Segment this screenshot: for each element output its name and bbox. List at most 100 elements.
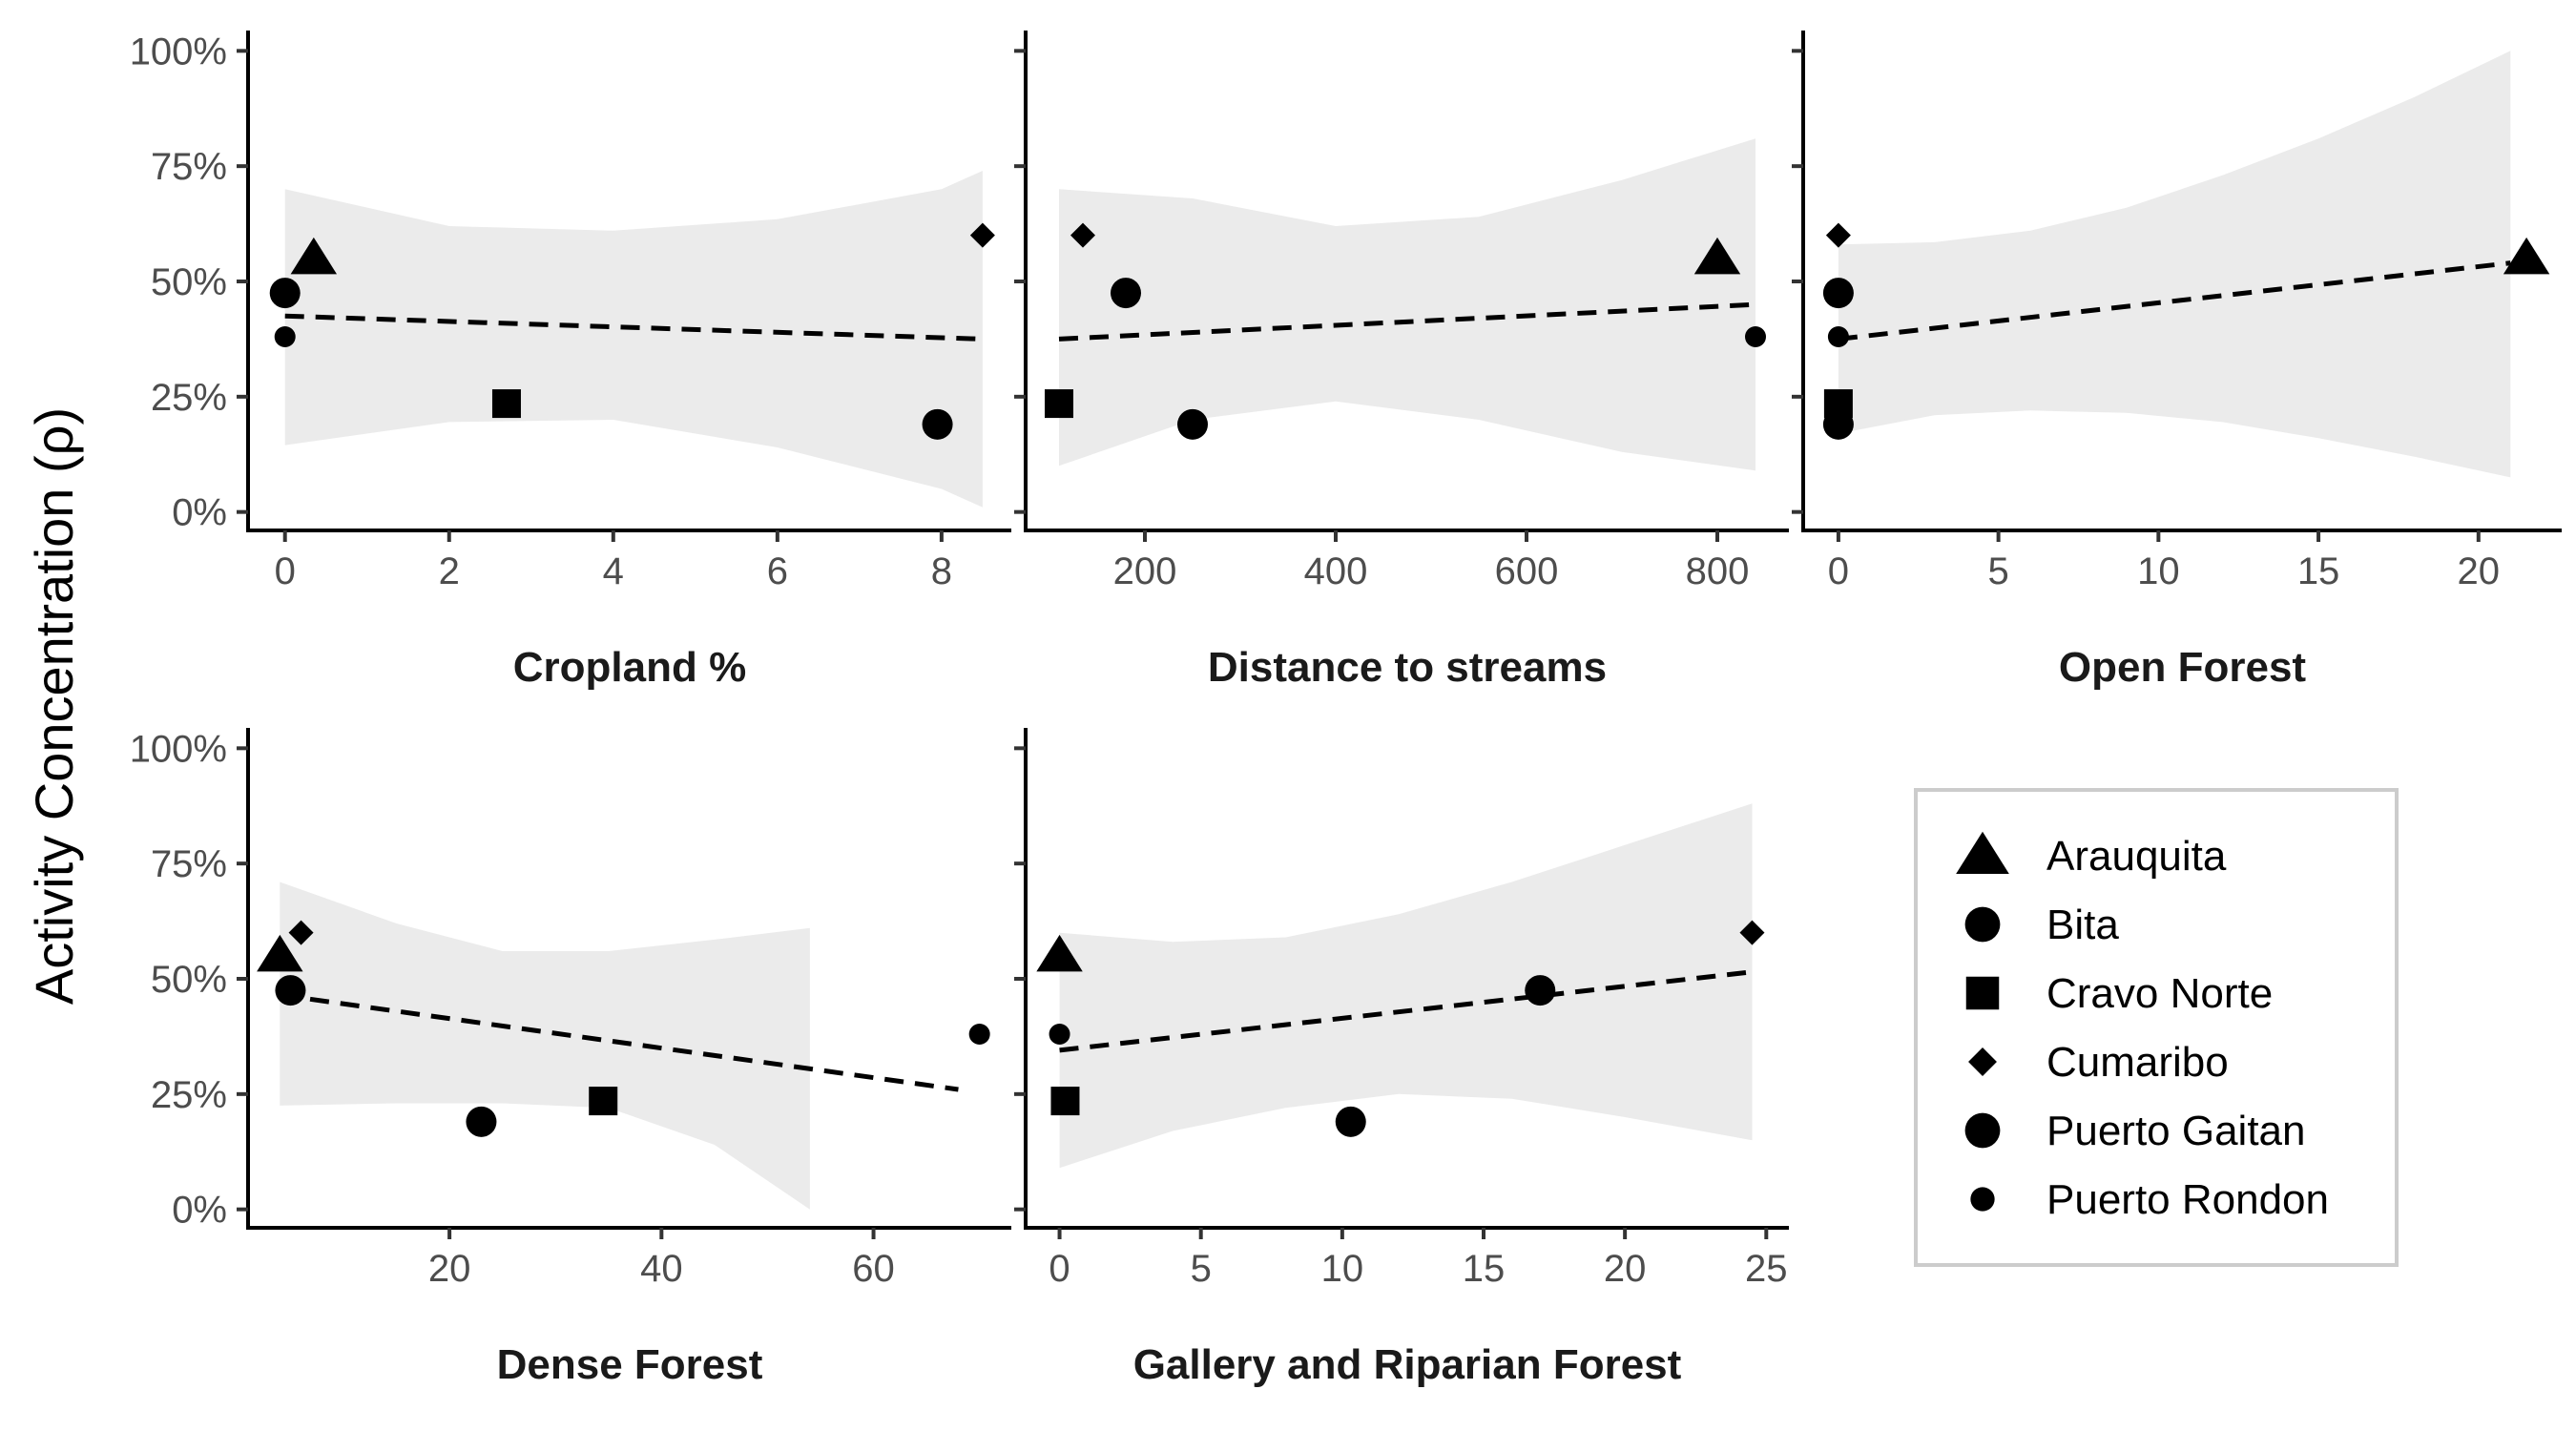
point-bita [1822, 278, 1854, 309]
x-tick-label: 5 [1987, 550, 2008, 592]
point-cumaribo [969, 222, 995, 248]
x-tick-label: 20 [1604, 1248, 1647, 1290]
x-tick-label: 0 [275, 550, 296, 592]
x-tick-label: 600 [1495, 550, 1559, 592]
x-axis-label: Distance to streams [1208, 644, 1607, 691]
x-tick-label: 8 [931, 550, 952, 592]
legend: Arauquita Bita Cravo Norte Cumaribo Puerto G… [1914, 788, 2399, 1267]
y-tick-label: 25% [151, 1074, 227, 1116]
panel-gallery-and-riparian-forest: 0 5 10 15 20 25 Gallery and Riparian Forest [1014, 728, 1789, 1388]
legend-key-cravo-norte [1965, 976, 2000, 1010]
legend-item-cumaribo: Cumaribo [1968, 1039, 2229, 1086]
y-tick-label: 25% [151, 377, 227, 419]
point-puerto-gaitan [1335, 1106, 1366, 1137]
point-puerto-gaitan [922, 408, 953, 440]
point-puerto-rondon [1049, 1024, 1070, 1045]
x-tick-label: 200 [1113, 550, 1177, 592]
point-cravo-norte [491, 389, 521, 419]
y-tick-label: 0% [172, 492, 227, 534]
trend-line [279, 992, 959, 1092]
x-tick-label: 25 [1745, 1248, 1788, 1290]
confidence-band [280, 881, 810, 1210]
confidence-band [1838, 51, 2511, 478]
panel-open-forest: 0 5 10 15 20 Open Forest [1792, 31, 2562, 691]
x-tick-label: 800 [1686, 550, 1750, 592]
point-puerto-rondon [968, 1024, 990, 1045]
point-puerto-gaitan [1177, 408, 1208, 440]
legend-label: Puerto Gaitan [2046, 1108, 2306, 1154]
point-arauquita [1036, 934, 1083, 972]
legend-key-bita [1964, 906, 2001, 943]
panel-distance-to-streams: 200 400 600 800 Distance to streams [1014, 31, 1789, 691]
point-arauquita [1693, 237, 1741, 275]
x-tick-label: 10 [1321, 1248, 1364, 1290]
legend-label: Arauquita [2046, 833, 2227, 880]
x-tick-label: 5 [1191, 1248, 1212, 1290]
point-puerto-gaitan [466, 1106, 497, 1137]
point-bita [1525, 975, 1556, 1006]
point-cumaribo [288, 920, 314, 945]
panel-dense-forest: 0% 25% 50% 75% 100% 20 40 60 Dense Forest [130, 728, 1011, 1388]
legend-label: Cravo Norte [2046, 970, 2273, 1017]
legend-item-arauquita: Arauquita [1956, 831, 2227, 880]
trend-line [1838, 260, 2511, 342]
x-tick-label: 40 [640, 1248, 683, 1290]
confidence-band [1059, 803, 1753, 1169]
point-cumaribo [1825, 222, 1851, 248]
trend-line [1059, 969, 1753, 1053]
legend-key-arauquita [1956, 831, 2009, 874]
x-tick-label: 0 [1828, 550, 1849, 592]
point-puerto-gaitan [1822, 408, 1854, 440]
x-tick-label: 10 [2137, 550, 2180, 592]
x-axis-label: Dense Forest [497, 1341, 763, 1388]
point-cumaribo [1070, 222, 1095, 248]
x-tick-label: 2 [439, 550, 460, 592]
legend-item-bita: Bita [1964, 902, 2119, 948]
point-cravo-norte [589, 1087, 618, 1116]
legend-label: Puerto Rondon [2046, 1176, 2329, 1223]
legend-item-puerto-gaitan: Puerto Gaitan [1964, 1108, 2306, 1154]
point-puerto-rondon [1827, 326, 1849, 347]
trend-line [1058, 301, 1756, 342]
point-cravo-norte [1050, 1087, 1080, 1116]
point-bita [269, 278, 301, 309]
trend-line [284, 313, 983, 342]
y-tick-label: 100% [130, 728, 227, 770]
confidence-band [1059, 138, 1755, 471]
x-tick-label: 20 [428, 1248, 471, 1290]
legend-item-puerto-rondon: Puerto Rondon [1970, 1176, 2329, 1223]
x-axis-label: Gallery and Riparian Forest [1133, 1341, 1682, 1388]
x-tick-label: 400 [1304, 550, 1368, 592]
y-tick-label: 75% [151, 146, 227, 188]
y-tick-label: 50% [151, 261, 227, 303]
x-axis-label: Cropland % [513, 644, 746, 691]
x-tick-label: 6 [767, 550, 788, 592]
y-tick-label: 100% [130, 31, 227, 73]
y-tick-label: 0% [172, 1190, 227, 1232]
legend-label: Bita [2046, 902, 2119, 948]
point-arauquita [2503, 237, 2550, 275]
y-tick-label: 50% [151, 959, 227, 1001]
x-tick-label: 20 [2458, 550, 2501, 592]
point-arauquita [257, 934, 303, 972]
point-arauquita [290, 237, 338, 275]
point-puerto-rondon [274, 326, 296, 347]
point-bita [1111, 278, 1141, 309]
legend-label: Cumaribo [2046, 1039, 2229, 1086]
point-puerto-rondon [1745, 326, 1766, 347]
x-tick-label: 60 [852, 1248, 895, 1290]
panel-cropland: 0% 25% 50% 75% 100% 0 2 4 6 8 Cropland % [130, 31, 1011, 691]
legend-item-cravo-norte: Cravo Norte [1965, 970, 2273, 1017]
x-tick-label: 15 [2297, 550, 2340, 592]
confidence-band [284, 171, 983, 508]
point-cumaribo [1739, 920, 1765, 945]
y-tick-label: 75% [151, 843, 227, 885]
x-tick-label: 15 [1463, 1248, 1506, 1290]
legend-key-cumaribo [1968, 1047, 1997, 1076]
x-axis-label: Open Forest [2059, 644, 2306, 691]
legend-key-puerto-gaitan [1964, 1112, 2001, 1149]
point-cravo-norte [1045, 389, 1073, 419]
point-bita [275, 975, 306, 1006]
